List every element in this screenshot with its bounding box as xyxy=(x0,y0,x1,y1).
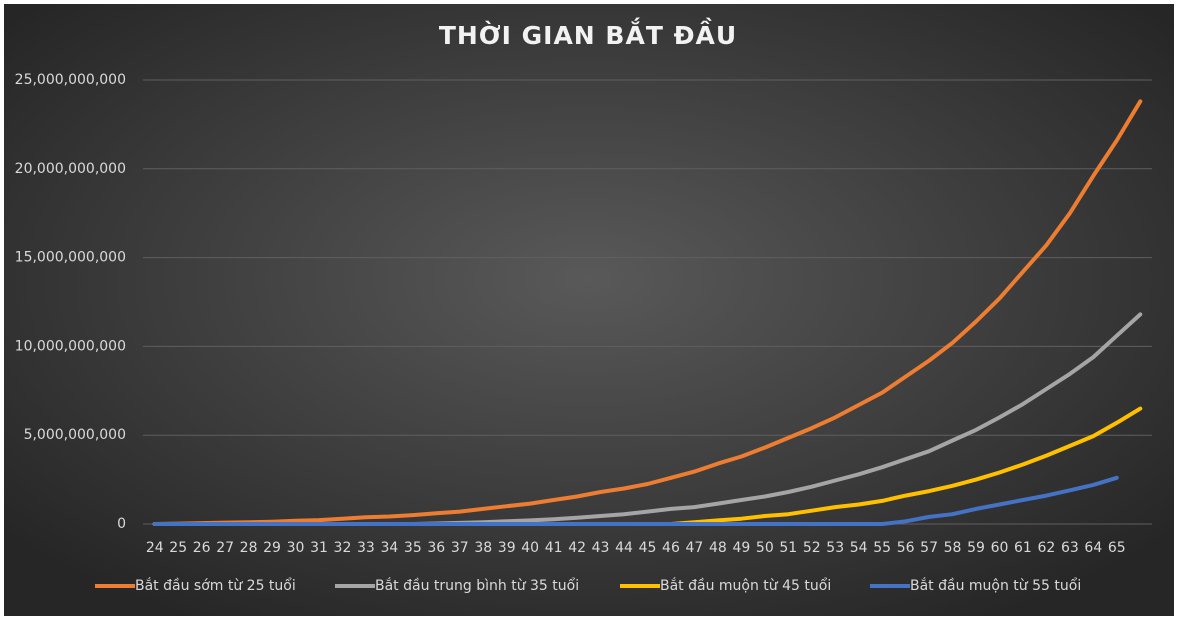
y-tick-label: 10,000,000,000 xyxy=(15,338,126,354)
x-tick-label: 59 xyxy=(967,540,985,556)
series-line xyxy=(152,99,1143,526)
series-line xyxy=(152,475,1119,526)
x-tick-label: 34 xyxy=(380,540,398,556)
x-tick-label: 58 xyxy=(944,540,962,556)
x-tick-label: 42 xyxy=(568,540,586,556)
y-tick-label: 25,000,000,000 xyxy=(15,72,126,88)
x-tick-label: 25 xyxy=(169,540,187,556)
x-tick-label: 31 xyxy=(310,540,328,556)
y-tick-label: 0 xyxy=(117,516,126,532)
y-tick-label: 5,000,000,000 xyxy=(24,427,126,443)
chart-background xyxy=(2,2,1176,618)
y-tick-label: 15,000,000,000 xyxy=(15,250,126,266)
x-tick-label: 61 xyxy=(1014,540,1032,556)
legend-label: Bắt đầu trung bình từ 35 tuổi xyxy=(375,577,579,594)
x-tick-label: 40 xyxy=(521,540,539,556)
x-tick-label: 44 xyxy=(615,540,633,556)
x-tick-label: 37 xyxy=(451,540,469,556)
x-tick-label: 49 xyxy=(732,540,750,556)
x-tick-label: 55 xyxy=(873,540,891,556)
x-tick-label: 63 xyxy=(1061,540,1079,556)
x-tick-label: 62 xyxy=(1037,540,1055,556)
x-tick-label: 39 xyxy=(498,540,516,556)
x-tick-label: 27 xyxy=(216,540,234,556)
x-tick-label: 53 xyxy=(826,540,844,556)
legend-label: Bắt đầu muộn từ 55 tuổi xyxy=(910,577,1081,594)
x-tick-label: 56 xyxy=(897,540,915,556)
y-tick-label: 20,000,000,000 xyxy=(15,161,126,177)
x-tick-label: 54 xyxy=(850,540,868,556)
legend-label: Bắt đầu muộn từ 45 tuổi xyxy=(660,577,831,594)
x-tick-label: 64 xyxy=(1084,540,1102,556)
x-tick-label: 43 xyxy=(592,540,610,556)
x-tick-label: 60 xyxy=(991,540,1009,556)
x-tick-label: 36 xyxy=(427,540,445,556)
x-tick-label: 35 xyxy=(404,540,422,556)
x-tick-label: 28 xyxy=(240,540,258,556)
x-tick-label: 30 xyxy=(287,540,305,556)
legend-label: Bắt đầu sớm từ 25 tuổi xyxy=(135,577,296,594)
x-tick-label: 32 xyxy=(334,540,352,556)
x-tick-label: 52 xyxy=(803,540,821,556)
x-tick-label: 65 xyxy=(1108,540,1126,556)
chart-title: THỜI GIAN BẮT ĐẦU xyxy=(439,17,737,50)
x-tick-label: 29 xyxy=(263,540,281,556)
x-tick-label: 24 xyxy=(146,540,164,556)
x-tick-label: 41 xyxy=(545,540,563,556)
x-tick-label: 38 xyxy=(474,540,492,556)
x-tick-label: 26 xyxy=(193,540,211,556)
x-tick-label: 51 xyxy=(779,540,797,556)
x-tick-label: 46 xyxy=(662,540,680,556)
x-tick-label: 57 xyxy=(920,540,938,556)
x-tick-label: 33 xyxy=(357,540,375,556)
x-tick-label: 50 xyxy=(756,540,774,556)
x-tick-label: 48 xyxy=(709,540,727,556)
x-tick-label: 47 xyxy=(686,540,704,556)
x-tick-label: 45 xyxy=(639,540,657,556)
